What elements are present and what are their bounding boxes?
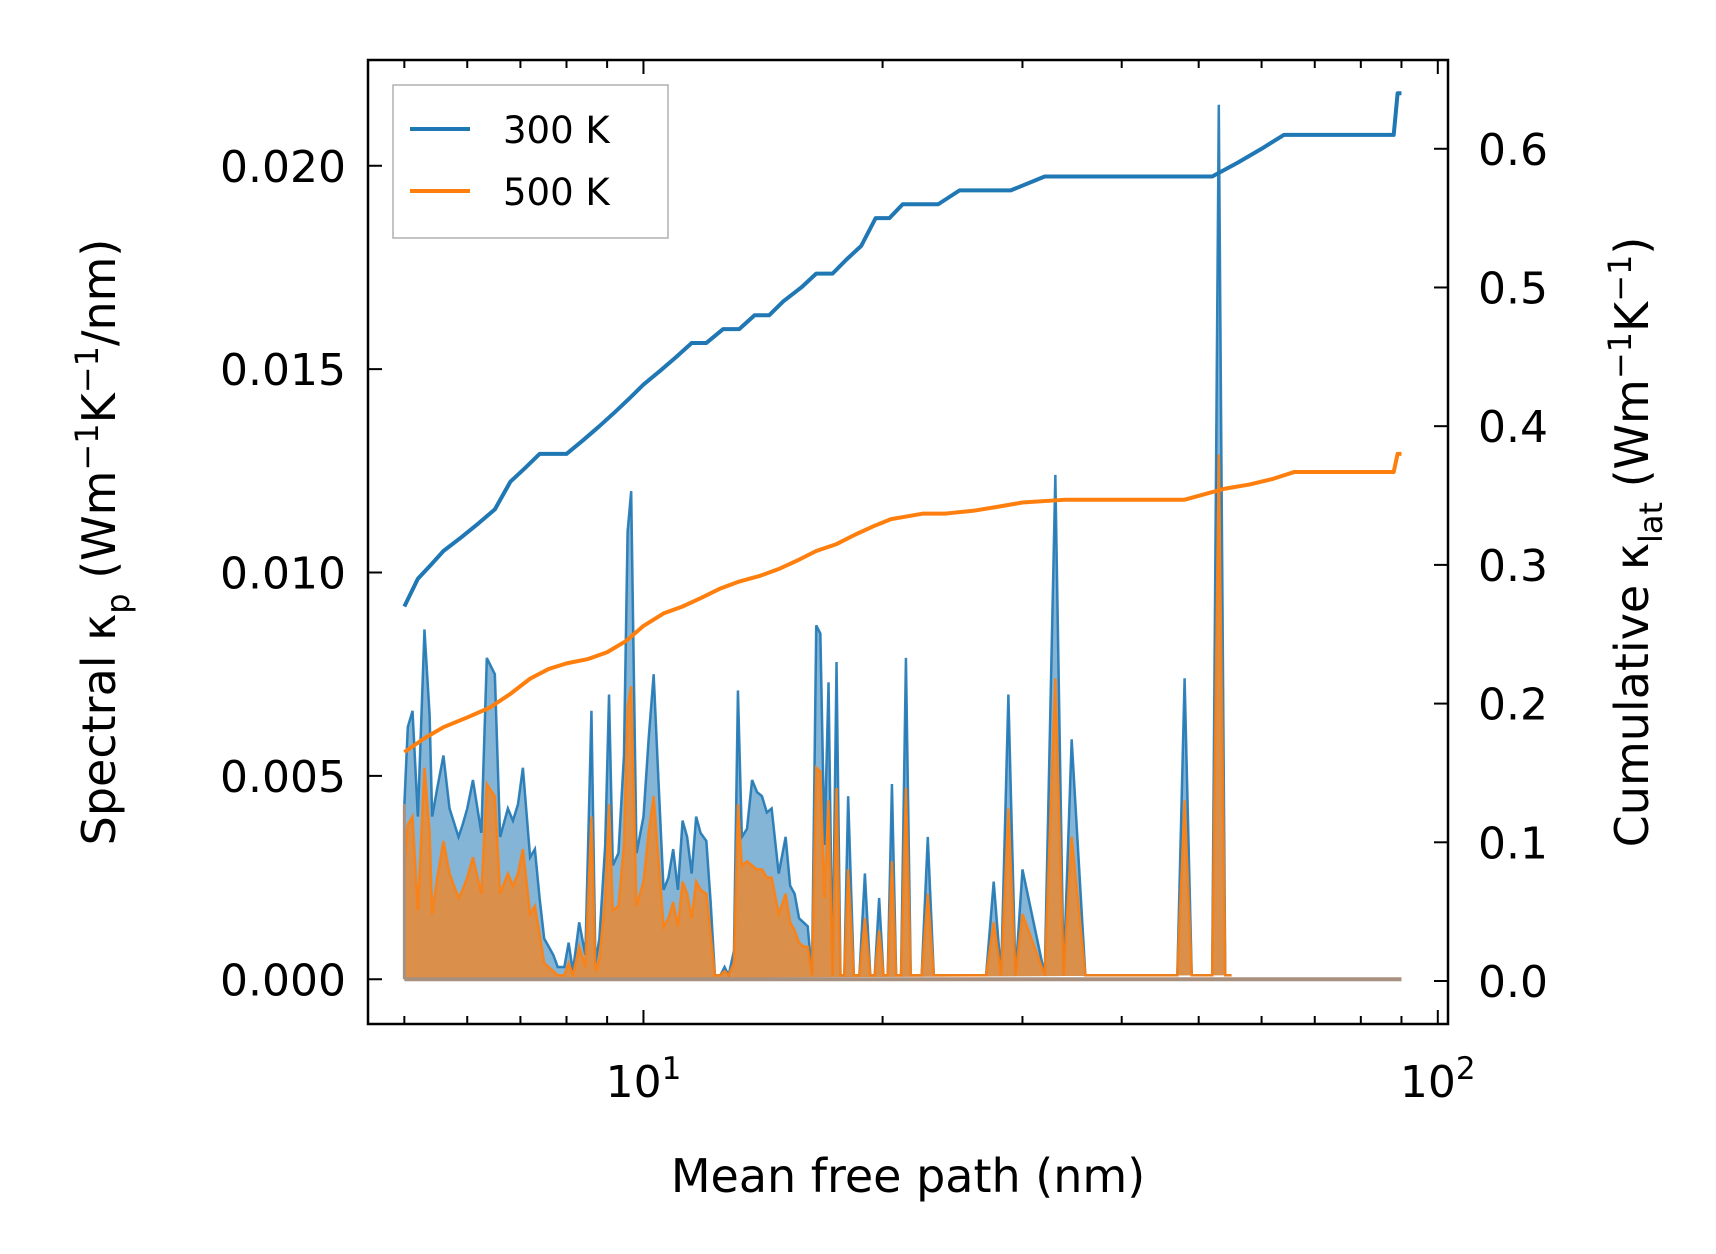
x-tick-label: 102 [1400,1051,1476,1108]
left-axis-label: Spectral κp (Wm−1K−1/nm) [68,239,137,846]
left-y-tick-label: 0.015 [220,345,346,396]
spectral-line-500k [403,454,1232,980]
legend: 300 K 500 K [392,84,669,239]
cumulative-line-500k [403,451,1402,754]
right-y-tick-label: 0.5 [1478,263,1548,314]
left-y-tick-label: 0.005 [220,752,346,803]
spectral-area-500k [404,454,1232,980]
x-axis-label: Mean free path (nm) [671,1149,1145,1203]
right-axis-label: Cumulative κlat (Wm−1K−1) [1601,237,1670,848]
right-y-tick-label: 0.0 [1478,957,1548,1008]
legend-label-500k: 500 K [503,171,611,214]
legend-label-300k: 300 K [503,109,611,152]
right-y-tick-label: 0.6 [1478,125,1548,176]
axes: 101 102 0.000 0.005 0.010 0.015 0.020 0.0 0.1 0.2… [220,58,1548,1108]
cumulative-line-300k [402,91,1402,608]
right-y-tick-label: 0.3 [1478,541,1548,592]
axes-frame [366,58,1450,1026]
left-y-tick-label: 0.010 [220,549,346,600]
legend-frame [392,84,669,239]
x-tick-label: 101 [606,1051,682,1108]
right-y-tick-label: 0.1 [1478,818,1548,869]
right-y-tick-label: 0.2 [1478,680,1548,731]
left-y-tick-label: 0.020 [220,142,346,193]
right-y-tick-label: 0.4 [1478,402,1548,453]
plot-area [402,91,1402,982]
left-y-tick-label: 0.000 [220,955,346,1006]
